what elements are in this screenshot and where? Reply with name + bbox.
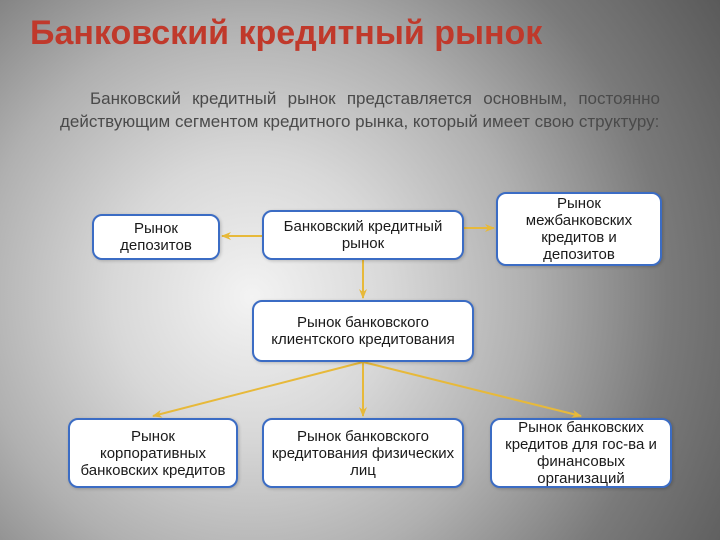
node-deposits: Рынок депозитов: [92, 214, 220, 260]
node-label: Рынок корпоративных банковских кредитов: [76, 428, 230, 479]
slide: Банковский кредитный рынок Банковский кр…: [0, 0, 720, 540]
node-label: Рынок банковского кредитования физически…: [270, 428, 456, 479]
node-interbank: Рынок межбанковских кредитов и депозитов: [496, 192, 662, 266]
node-label: Банковский кредитный рынок: [270, 218, 456, 252]
node-client: Рынок банковского клиентского кредитован…: [252, 300, 474, 362]
node-corp: Рынок корпоративных банковских кредитов: [68, 418, 238, 488]
node-label: Рынок банковского клиентского кредитован…: [260, 314, 466, 348]
node-label: Рынок банковских кредитов для гос-ва и ф…: [498, 419, 664, 487]
node-label: Рынок депозитов: [100, 220, 212, 254]
intro-paragraph: Банковский кредитный рынок представляетс…: [60, 88, 660, 134]
node-root: Банковский кредитный рынок: [262, 210, 464, 260]
page-title: Банковский кредитный рынок: [30, 14, 690, 53]
node-gov: Рынок банковских кредитов для гос-ва и ф…: [490, 418, 672, 488]
node-label: Рынок межбанковских кредитов и депозитов: [504, 195, 654, 263]
node-pers: Рынок банковского кредитования физически…: [262, 418, 464, 488]
